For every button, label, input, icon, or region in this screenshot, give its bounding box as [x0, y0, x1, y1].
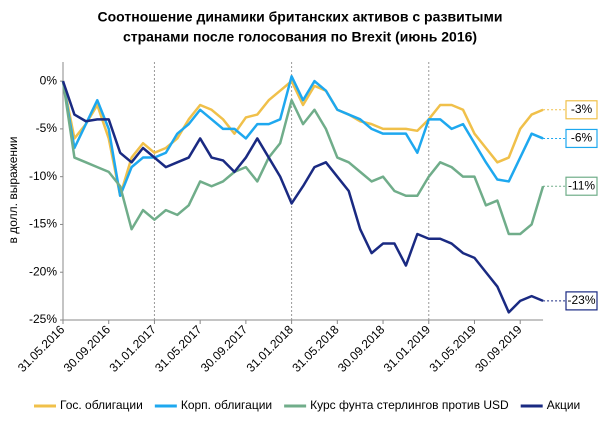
x-tick-label: 30.09.2018: [335, 322, 388, 375]
y-tick-label: -10%: [29, 169, 57, 183]
x-tick-label: 31.05.2018: [289, 322, 342, 375]
x-tick-label: 31.05.2019: [426, 322, 479, 375]
x-tick-label: 31.05.2016: [15, 322, 68, 375]
value-label: -11%: [568, 178, 595, 192]
series-line: [61, 80, 544, 314]
value-label-box: [565, 176, 598, 196]
y-axis-label: в долл. выражении: [6, 137, 20, 244]
x-tick-label: 30.09.2017: [198, 322, 251, 375]
x-tick-label: 31.05.2017: [152, 322, 205, 375]
series-line: [61, 79, 544, 198]
y-tick-label: -5%: [36, 121, 58, 135]
series-line: [61, 80, 545, 236]
legend-label: Корп. облигации: [181, 398, 272, 412]
x-tick-label: 31.01.2017: [106, 322, 159, 375]
value-label: -3%: [571, 102, 593, 116]
y-tick-label: 0%: [40, 73, 58, 87]
x-tick-label: 31.01.2018: [244, 322, 297, 375]
series-line: [61, 75, 544, 198]
value-label-box: [565, 291, 598, 311]
chart-title: странами после голосования по Brexit (ию…: [123, 29, 477, 45]
value-label-box: [565, 100, 598, 120]
x-tick-label: 30.09.2019: [472, 322, 525, 375]
legend-label: Гос. облигации: [60, 398, 143, 412]
y-tick-label: -15%: [29, 217, 57, 231]
legend-label: Акции: [547, 398, 581, 412]
x-tick-label: 30.09.2016: [61, 322, 114, 375]
value-label: -6%: [571, 131, 593, 145]
y-tick-label: -25%: [29, 312, 57, 326]
x-tick-label: 31.01.2019: [381, 322, 434, 375]
chart-title: Соотношение динамики британских активов …: [98, 9, 503, 25]
legend-label: Курс фунта стерлингов против USD: [310, 398, 509, 412]
y-tick-label: -20%: [29, 264, 57, 278]
value-label: -23%: [567, 293, 595, 307]
value-label-box: [565, 128, 598, 149]
